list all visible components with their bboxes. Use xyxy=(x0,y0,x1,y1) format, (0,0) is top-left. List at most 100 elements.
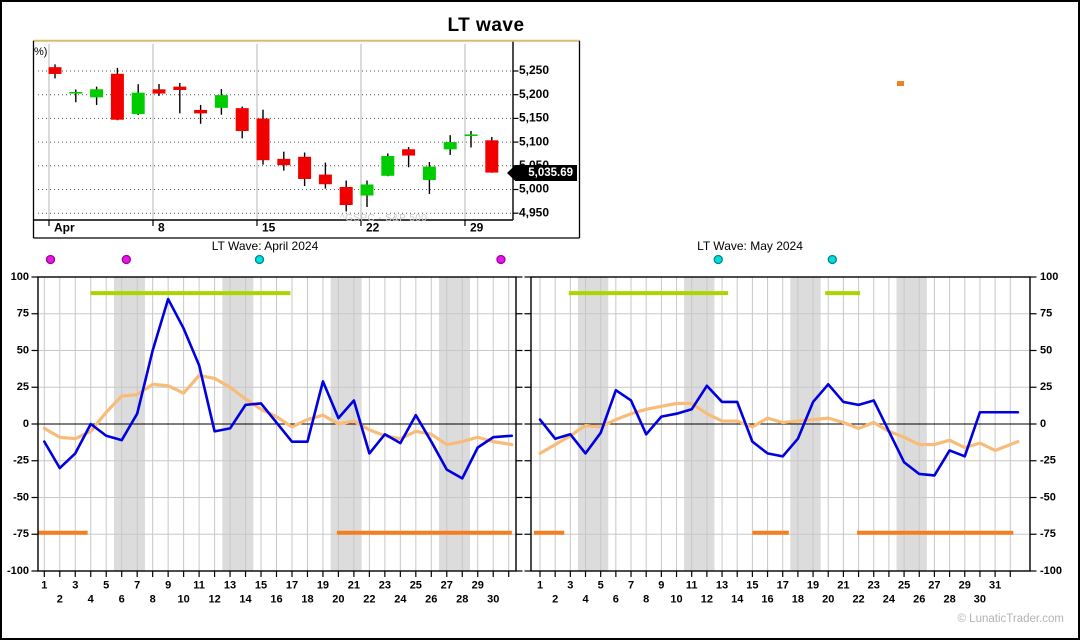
candle-body xyxy=(360,184,374,196)
orange-marker xyxy=(897,81,904,86)
month-tick-label: Apr xyxy=(54,221,75,235)
day-label: 8 xyxy=(643,593,649,605)
magenta-dot-marker xyxy=(45,254,56,265)
y-tick-label: -100 xyxy=(7,565,29,577)
candle-body xyxy=(90,89,104,98)
day-label: 26 xyxy=(425,593,437,605)
symbol-watermark: ^GSPC - S&P 500 xyxy=(340,213,428,224)
month-tick-label: 8 xyxy=(158,221,165,235)
day-label: 8 xyxy=(150,593,156,605)
candle-body xyxy=(464,134,478,137)
y-tick-label: -50 xyxy=(1040,491,1056,503)
day-label: 17 xyxy=(777,579,789,591)
price-label: 4,950 xyxy=(519,205,549,219)
day-label: 13 xyxy=(224,579,236,591)
day-label: 11 xyxy=(686,579,698,591)
y-tick-label: 100 xyxy=(1040,271,1058,283)
day-label: 14 xyxy=(239,593,252,605)
y-tick-label: 0 xyxy=(23,418,29,430)
y-tick-label: -100 xyxy=(1040,565,1062,577)
y-tick-label: 100 xyxy=(11,271,29,283)
day-label: 28 xyxy=(943,593,955,605)
day-label: 6 xyxy=(613,593,619,605)
day-label: 30 xyxy=(487,593,499,605)
day-label: 10 xyxy=(177,593,189,605)
y-tick-label: 25 xyxy=(17,381,29,393)
day-label: 23 xyxy=(379,579,391,591)
day-label: 5 xyxy=(103,579,109,591)
y-tick-label: -75 xyxy=(1040,528,1056,540)
day-label: 11 xyxy=(193,579,205,591)
price-label: 5,100 xyxy=(519,134,549,148)
magenta-dot-marker xyxy=(121,254,131,265)
candle-body xyxy=(443,142,457,150)
day-label: 3 xyxy=(72,579,78,591)
price-label: 5,000 xyxy=(519,182,549,196)
page-title: LT wave xyxy=(447,15,525,36)
candle-body xyxy=(214,95,228,108)
day-label: 30 xyxy=(974,593,986,605)
y-tick-label: -75 xyxy=(13,528,29,540)
day-label: 20 xyxy=(822,593,834,605)
day-label: 19 xyxy=(317,579,329,591)
y-tick-label: 50 xyxy=(1040,344,1052,356)
wave-line xyxy=(42,297,514,480)
day-label: 21 xyxy=(348,579,360,591)
day-label: 24 xyxy=(394,593,407,605)
day-label: 18 xyxy=(792,593,804,605)
day-label: 21 xyxy=(837,579,849,591)
y-tick-label: -50 xyxy=(13,491,29,503)
cyan-dot-marker xyxy=(827,254,837,265)
y-tick-label: -25 xyxy=(1040,455,1056,467)
day-label: 1 xyxy=(41,579,47,591)
candle-body xyxy=(298,156,312,179)
month-tick-label: 15 xyxy=(262,221,276,235)
candle-body xyxy=(194,109,208,114)
last-price-value: 5,035.69 xyxy=(528,167,573,179)
cyan-dot-marker xyxy=(713,254,723,265)
day-label: 12 xyxy=(208,593,220,605)
april-wave-title: LT Wave: April 2024 xyxy=(211,239,319,253)
day-label: 16 xyxy=(761,593,773,605)
day-label: 5 xyxy=(598,579,604,591)
unit-label: %) xyxy=(34,46,48,58)
candle-body xyxy=(235,108,249,132)
day-label: 27 xyxy=(928,579,940,591)
day-label: 6 xyxy=(119,593,125,605)
y-tick-label: -25 xyxy=(13,455,29,467)
day-label: 9 xyxy=(658,579,664,591)
day-label: 10 xyxy=(670,593,682,605)
day-label: 28 xyxy=(456,593,468,605)
candle-body xyxy=(48,67,62,74)
candle-body xyxy=(131,92,145,115)
candle-body xyxy=(318,174,332,185)
day-label: 2 xyxy=(57,593,63,605)
day-label: 31 xyxy=(989,579,1001,591)
day-label: 13 xyxy=(716,579,728,591)
y-tick-label: 25 xyxy=(1040,381,1052,393)
wave-line xyxy=(538,383,1020,477)
day-label: 20 xyxy=(332,593,344,605)
day-label: 15 xyxy=(746,579,758,591)
day-label: 22 xyxy=(363,593,375,605)
candle-body xyxy=(422,166,436,181)
day-label: 3 xyxy=(567,579,573,591)
day-label: 16 xyxy=(270,593,282,605)
cyan-dot-marker xyxy=(254,254,265,265)
candle-body xyxy=(485,140,499,173)
y-tick-label: 50 xyxy=(17,344,29,356)
day-label: 23 xyxy=(868,579,880,591)
day-label: 29 xyxy=(472,579,484,591)
copyright: © LunaticTrader.com xyxy=(957,613,1064,625)
month-tick-label: 22 xyxy=(366,221,380,235)
y-tick-label: 75 xyxy=(1040,308,1052,320)
candle-body xyxy=(339,186,353,206)
average-line xyxy=(538,401,1020,455)
day-label: 1 xyxy=(537,579,543,591)
day-label: 7 xyxy=(134,579,140,591)
price-label: 5,250 xyxy=(519,63,549,77)
last-price-tag: 5,035.69 xyxy=(507,165,577,181)
lt-wave-may-chart: 1007550250-25-50-75-10012345678910111213… xyxy=(524,254,1062,605)
